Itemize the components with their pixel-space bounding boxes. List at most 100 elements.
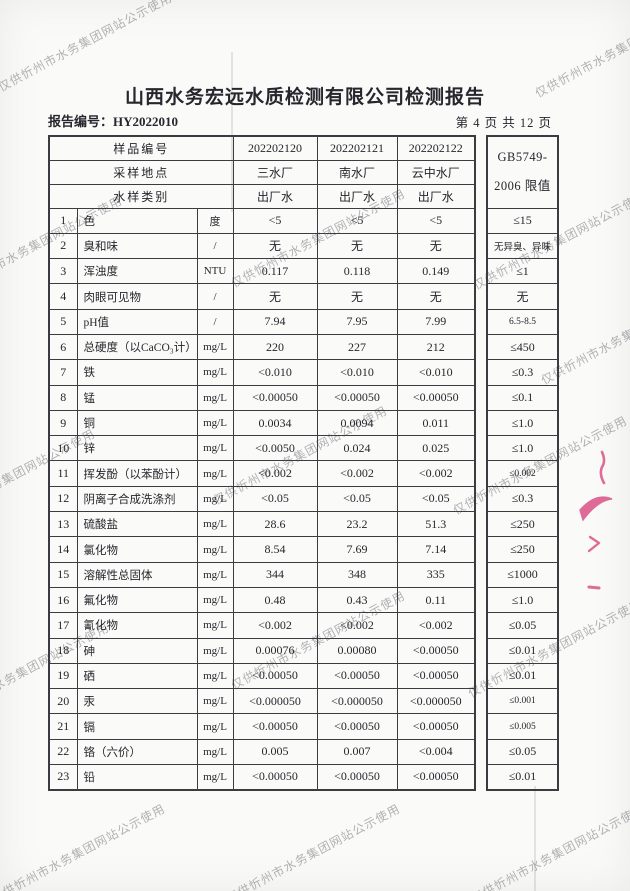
red-stamp-fragments <box>579 450 613 590</box>
param-value: 7.14 <box>396 536 476 563</box>
limit-row: ≤250 <box>486 511 559 538</box>
report-number-value: HY2022010 <box>113 114 179 129</box>
row-index: 19 <box>48 662 78 690</box>
param-value: <0.000050 <box>396 688 476 715</box>
limit-row: ≤0.3 <box>486 359 559 386</box>
param-unit: mg/L <box>196 485 234 513</box>
param-name: 浑浊度 <box>76 258 198 285</box>
param-row: 1 色度 <5 <5 <5 <box>48 207 476 234</box>
row-index: 3 <box>48 258 78 285</box>
param-name: 臭和味 <box>76 232 198 260</box>
param-value: 0.48 <box>232 586 318 614</box>
sample-no: 202202120 <box>232 135 318 161</box>
param-value: 0.149 <box>396 258 476 285</box>
limit-row: ≤0.1 <box>486 384 559 411</box>
param-row: 13 硫酸盐 mg/L 28.6 23.2 51.3 <box>48 511 476 538</box>
limit-row: ≤15 <box>486 207 559 234</box>
limit-value: ≤1.0 <box>486 409 559 437</box>
param-value: <0.00050 <box>232 713 318 740</box>
param-value: <5 <box>316 207 398 234</box>
param-value: <0.00050 <box>316 662 398 690</box>
param-value: 0.00076 <box>232 637 318 664</box>
limit-row: 无 <box>486 283 559 310</box>
row-index: 5 <box>48 308 78 335</box>
param-value: <0.002 <box>316 612 398 639</box>
param-value: <0.000050 <box>316 688 398 715</box>
param-value: 0.025 <box>396 435 476 462</box>
row-index: 10 <box>48 435 78 462</box>
limit-value: 6.5-8.5 <box>486 308 559 335</box>
param-name: 肉眼可见物 <box>76 283 198 310</box>
param-row: 18 砷 mg/L 0.00076 0.00080 <0.00050 <box>48 637 476 664</box>
param-unit: / <box>196 232 234 260</box>
param-name: 砷 <box>76 637 198 664</box>
limit-standard-line1: GB5749- <box>497 150 548 165</box>
param-value: <0.00050 <box>232 764 318 791</box>
param-unit: / <box>196 283 234 310</box>
sample-location: 南水厂 <box>316 159 398 185</box>
param-value: <0.00050 <box>396 384 476 411</box>
limit-value: 无 <box>486 283 559 310</box>
param-value: <0.002 <box>316 460 398 487</box>
row-index: 9 <box>48 409 78 437</box>
param-unit: NTU <box>196 258 234 285</box>
param-value: <0.002 <box>232 460 318 487</box>
param-name: 氯化物 <box>76 536 198 563</box>
param-value: 8.54 <box>232 536 318 563</box>
limit-value: ≤0.005 <box>486 713 559 740</box>
param-name: 铜 <box>76 409 198 437</box>
param-name: 硒 <box>76 662 198 690</box>
param-unit: / <box>196 308 234 335</box>
param-value: 51.3 <box>396 511 476 538</box>
row-index: 15 <box>48 561 78 588</box>
param-value: <0.00050 <box>232 662 318 690</box>
limit-row: ≤1000 <box>486 561 559 588</box>
row-index: 17 <box>48 612 78 639</box>
limit-row: ≤0.001 <box>486 688 559 715</box>
param-unit: 度 <box>196 207 234 234</box>
water-type-label: 水样类别 <box>48 183 234 209</box>
row-index: 13 <box>48 511 78 538</box>
param-value: <0.004 <box>396 738 476 766</box>
limit-value: ≤0.1 <box>486 384 559 411</box>
param-row: 21 镉 mg/L <0.00050 <0.00050 <0.00050 <box>48 713 476 740</box>
location-row: 采样地点 三水厂 南水厂 云中水厂 <box>48 159 476 185</box>
param-unit: mg/L <box>196 738 234 766</box>
param-value: <0.00050 <box>232 384 318 411</box>
param-unit: mg/L <box>196 713 234 740</box>
limit-row: ≤1 <box>486 258 559 285</box>
param-value: <0.002 <box>232 612 318 639</box>
row-index: 6 <box>48 333 78 361</box>
param-value: <0.05 <box>316 485 398 513</box>
param-unit: mg/L <box>196 612 234 639</box>
limit-row: ≤1.0 <box>486 409 559 437</box>
param-value: 0.00080 <box>316 637 398 664</box>
param-unit: mg/L <box>196 764 234 791</box>
row-index: 23 <box>48 764 78 791</box>
param-name: 氰化物 <box>76 612 198 639</box>
param-value: 0.007 <box>316 738 398 766</box>
param-value: <0.00050 <box>396 713 476 740</box>
watermark-text: 仅供忻州市水务集团网站公示使用 <box>0 0 175 95</box>
param-unit: mg/L <box>196 637 234 664</box>
param-name: 氟化物 <box>76 586 198 614</box>
param-value: 0.024 <box>316 435 398 462</box>
param-value: 0.43 <box>316 586 398 614</box>
limit-standard-header: GB5749- 2006 限值 <box>486 135 559 209</box>
param-unit: mg/L <box>196 561 234 588</box>
limit-row: ≤0.3 <box>486 485 559 513</box>
row-index: 14 <box>48 536 78 563</box>
limit-value: ≤450 <box>486 333 559 361</box>
param-name: 铁 <box>76 359 198 386</box>
limit-row: ≤1.0 <box>486 586 559 614</box>
limit-row: ≤1.0 <box>486 435 559 462</box>
param-name: pH值 <box>76 308 198 335</box>
limit-row: ≤0.005 <box>486 713 559 740</box>
row-index: 8 <box>48 384 78 411</box>
param-value: 0.11 <box>396 586 476 614</box>
page-title: 山西水务宏远水质检测有限公司检测报告 <box>124 87 486 108</box>
limit-header-row: GB5749- 2006 限值 <box>486 135 559 209</box>
param-value: 7.69 <box>316 536 398 563</box>
param-row: 4 肉眼可见物 / 无无无 <box>48 283 476 310</box>
